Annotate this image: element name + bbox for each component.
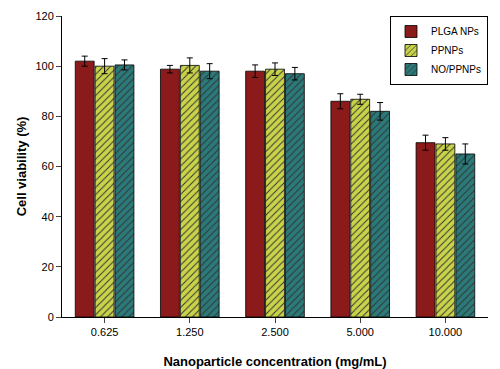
svg-text:2.500: 2.500: [261, 326, 289, 338]
svg-text:10.000: 10.000: [429, 326, 463, 338]
svg-text:100: 100: [35, 60, 53, 72]
svg-text:PPNPs: PPNPs: [431, 45, 463, 56]
svg-text:PLGA NPs: PLGA NPs: [431, 26, 479, 37]
svg-text:Nanoparticle concentration (mg: Nanoparticle concentration (mg/mL): [163, 354, 386, 369]
svg-text:0.625: 0.625: [91, 326, 119, 338]
svg-text:1.250: 1.250: [176, 326, 204, 338]
svg-text:NO/PPNPs: NO/PPNPs: [431, 64, 481, 75]
svg-text:40: 40: [42, 211, 54, 223]
svg-text:0: 0: [48, 311, 54, 323]
svg-text:60: 60: [42, 160, 54, 172]
svg-text:80: 80: [42, 110, 54, 122]
svg-text:Cell viability (%): Cell viability (%): [14, 117, 29, 217]
svg-text:20: 20: [42, 261, 54, 273]
svg-text:120: 120: [35, 10, 53, 22]
svg-text:5.000: 5.000: [346, 326, 374, 338]
